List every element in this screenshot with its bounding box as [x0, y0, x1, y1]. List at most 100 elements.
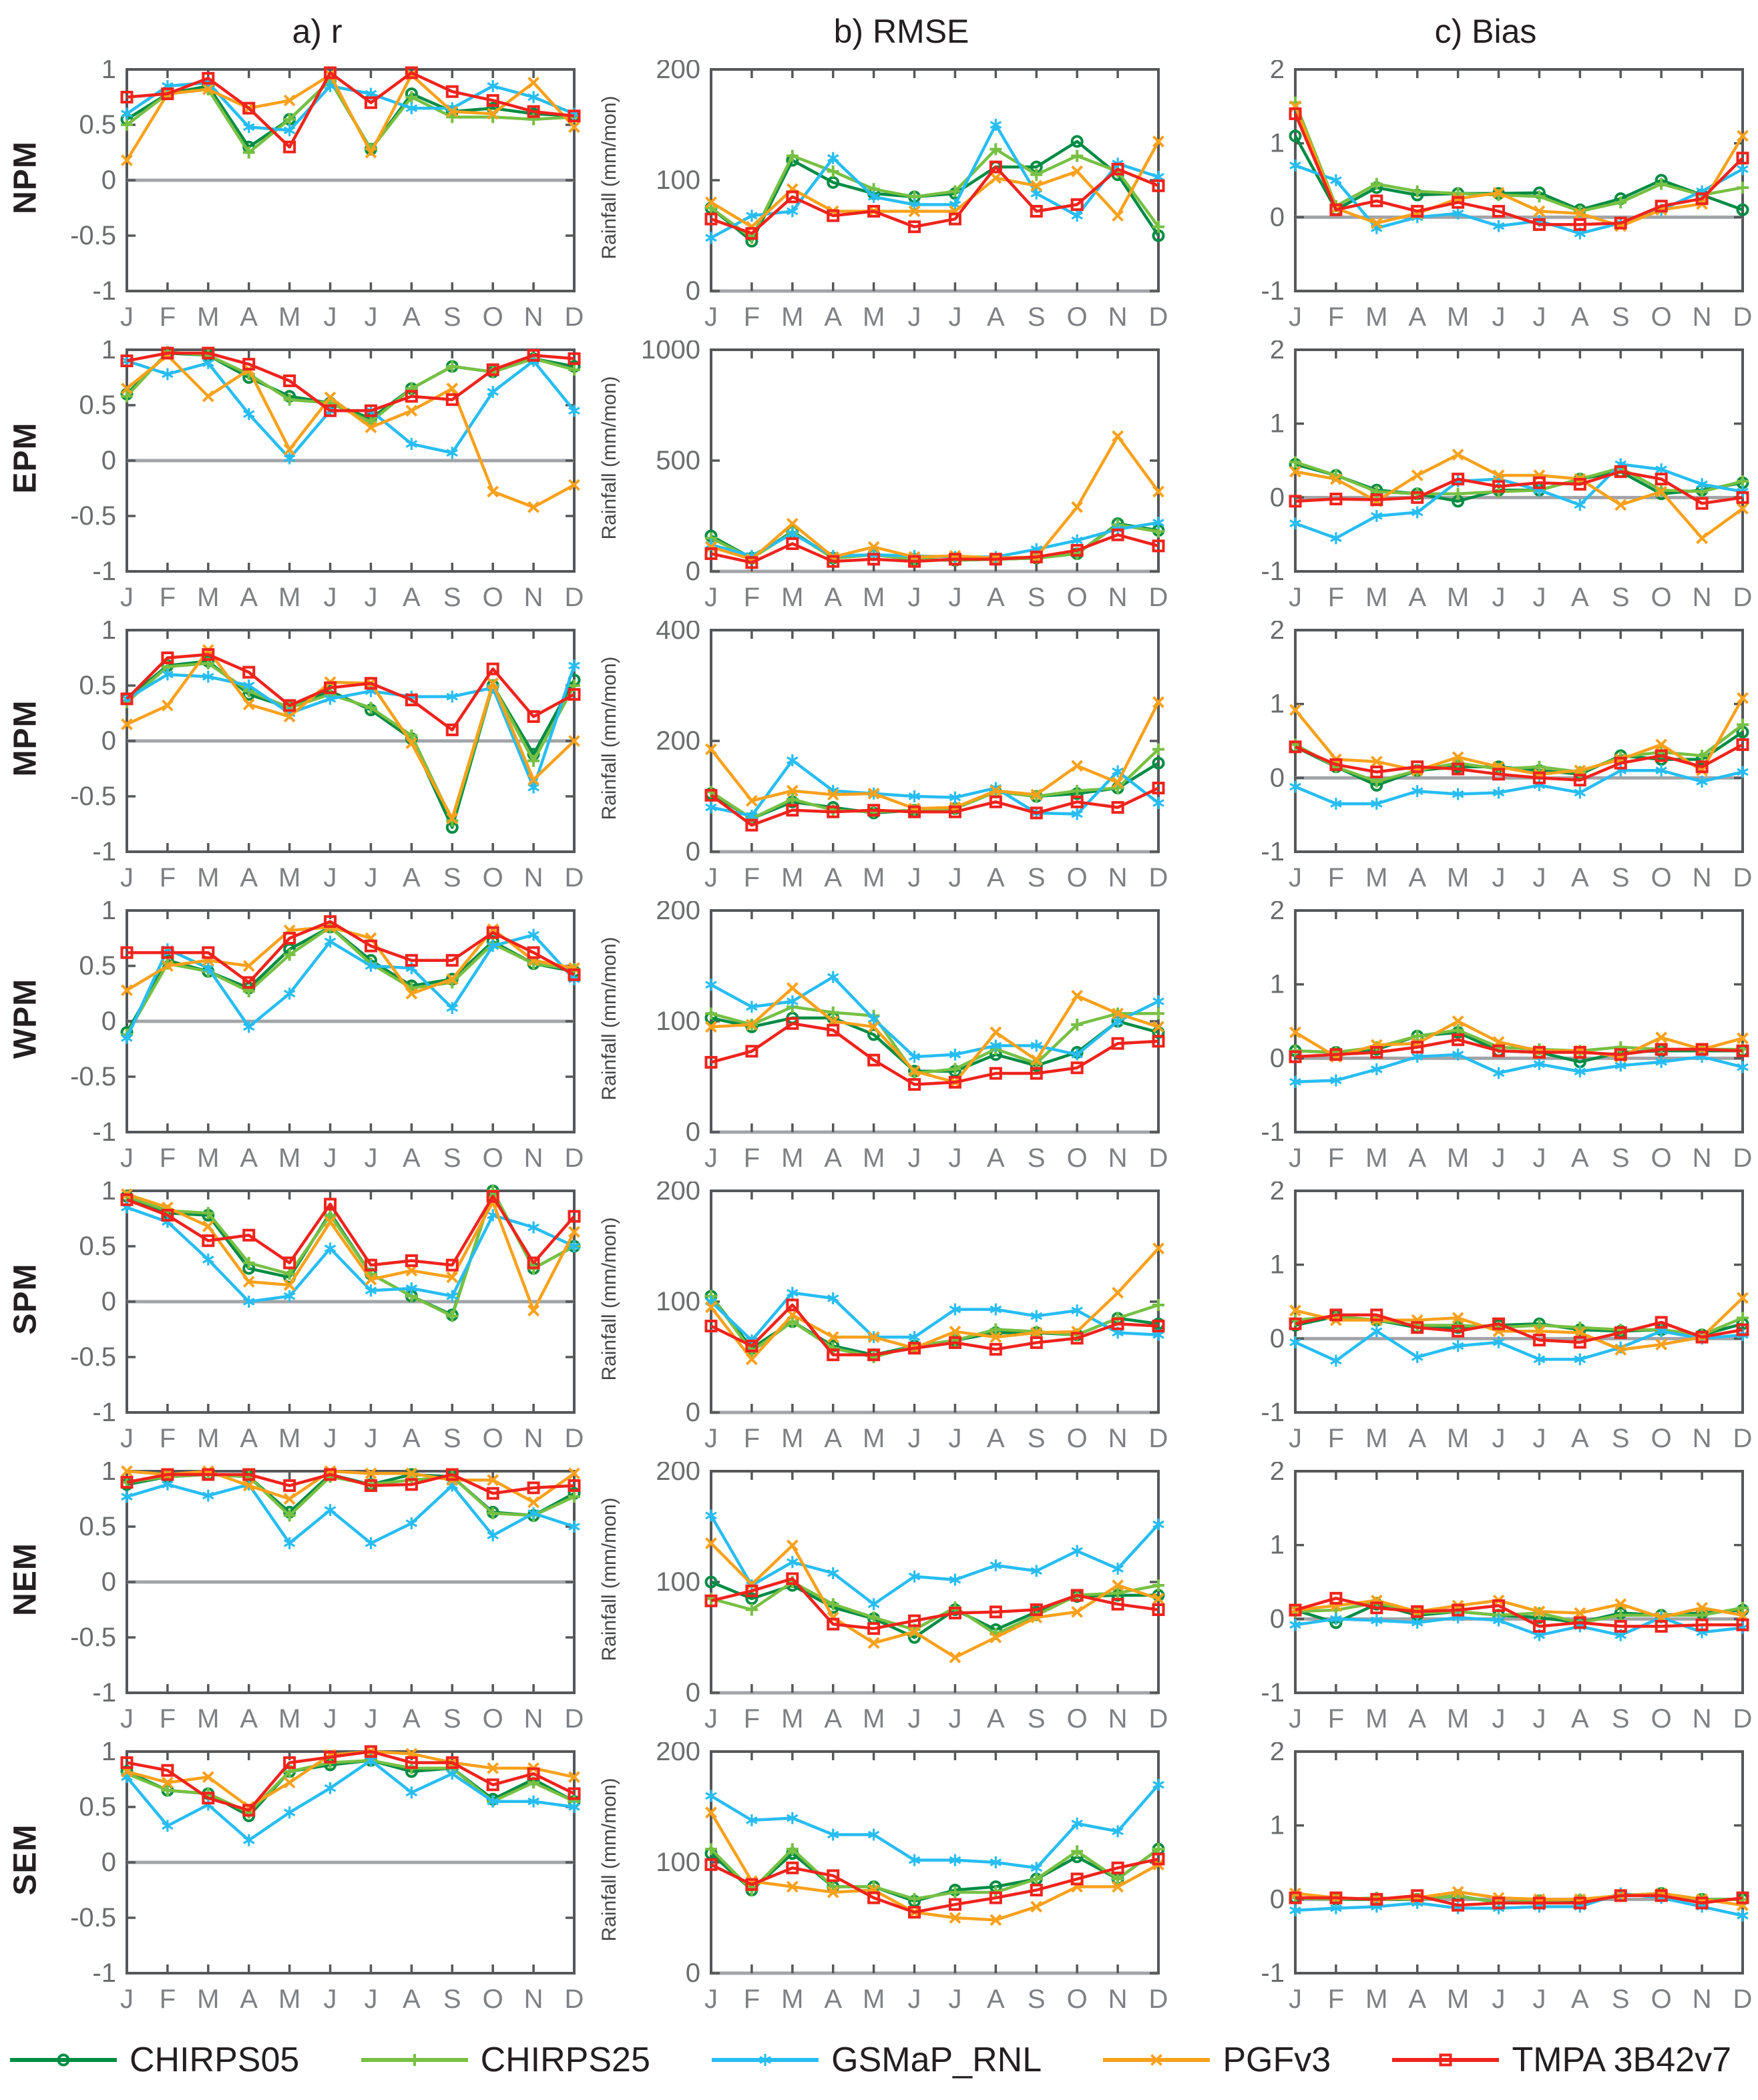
x-tick-label: M — [278, 863, 300, 892]
x-tick-label: A — [1408, 1424, 1426, 1453]
x-tick-label: O — [1651, 583, 1672, 612]
row-label-cell: NEM — [0, 1462, 50, 1742]
x-tick-label: J — [704, 583, 718, 612]
x-tick-label: F — [744, 1424, 760, 1453]
spacer — [1168, 7, 1219, 60]
chart-cell-rmse: J F M A M J J A S O N D 200 100 0 — [634, 60, 1168, 340]
rainfall-axis-label: Rainfall (mm/mon) — [598, 376, 620, 540]
x-tick-label: S — [1028, 1985, 1046, 2014]
legend-item-chirps05: CHIRPS05 — [7, 2040, 299, 2080]
y-tick-label: -0.5 — [70, 221, 116, 250]
x-tick-label: J — [704, 1985, 718, 2014]
x-tick-label: A — [987, 1424, 1005, 1453]
row-label: SEM — [7, 1824, 43, 1896]
x-tick-label: D — [565, 302, 584, 332]
x-tick-label: N — [524, 302, 543, 332]
x-tick-label: J — [324, 1424, 337, 1453]
spacer-cell — [1168, 621, 1219, 901]
x-tick-label: A — [1408, 1985, 1426, 2014]
x-tick-label: O — [1651, 1985, 1672, 2014]
legend-label: CHIRPS25 — [480, 2041, 650, 2079]
plot-frame — [1294, 348, 1744, 573]
x-tick-label: J — [704, 1424, 718, 1453]
y-tick-label: -1 — [1261, 1958, 1285, 1988]
x-tick-label: J — [1289, 1424, 1302, 1453]
row-label-cell: WPM — [0, 901, 50, 1182]
x-tick-label: J — [120, 302, 134, 332]
x-tick-label: J — [324, 1143, 337, 1173]
chart-cell-rmse: J F M A M J J A S O N D 200 100 0 — [634, 1462, 1168, 1742]
series-line-GSMaP_RNL — [710, 1784, 1160, 1870]
series-line-TMPA 3B42v7 — [1295, 1038, 1743, 1059]
x-tick-label: J — [1492, 1424, 1506, 1453]
x-tick-label: M — [781, 1424, 803, 1453]
chart-epm-r: J F M A M J J A S O N D10.50-0.5-1 — [70, 340, 584, 612]
x-tick-label: J — [704, 863, 718, 892]
x-tick-label: A — [987, 863, 1005, 892]
series-line-CHIRPS25 — [126, 925, 575, 1036]
x-tick-label: J — [704, 1704, 718, 1734]
row-label: WPM — [7, 979, 43, 1059]
x-tick-label: M — [1447, 1424, 1469, 1453]
series-line-TMPA 3B42v7 — [126, 1195, 576, 1267]
y-tick-label: 0 — [1270, 1324, 1285, 1353]
chart-npm-r: J F M A M J J A S O N D10.50-0.5-1 — [70, 60, 584, 332]
x-tick-label: S — [1612, 302, 1630, 332]
x-tick-label: D — [1149, 1985, 1168, 2014]
x-tick-label: D — [1149, 1704, 1168, 1734]
series-line-GSMaP_RNL — [125, 933, 576, 1039]
x-tick-label: S — [1028, 863, 1046, 892]
y-tick-label: -0.5 — [70, 782, 116, 811]
x-tick-label: J — [1289, 863, 1302, 892]
y-tick-label: 1 — [1270, 1811, 1285, 1840]
y-tick-label: 1 — [101, 901, 116, 925]
y-tick-label: 1 — [1270, 1531, 1285, 1560]
plot-frame — [710, 629, 1160, 853]
rainfall-axis-label: Rainfall (mm/mon) — [598, 937, 620, 1101]
rainfall-axis-label: Rainfall (mm/mon) — [598, 1497, 620, 1661]
series-line-GSMaP_RNL — [1295, 769, 1743, 806]
series-line-TMPA 3B42v7 — [1295, 1597, 1743, 1628]
x-tick-label: J — [364, 583, 377, 612]
series-line-GSMaP_RNL — [710, 758, 1160, 818]
x-tick-label: O — [1067, 1704, 1088, 1734]
x-tick-label: M — [863, 302, 885, 332]
chart-cell-bias: J F M A M J J A S O N D 2 1 0 -1 — [1219, 60, 1753, 340]
chart-cell-r: J F M A M J J A S O N D 1 0.5 0 -0.5 -1 — [50, 1742, 584, 2023]
x-tick-label: S — [1028, 583, 1046, 612]
x-tick-label: A — [987, 1985, 1005, 2014]
y-tick-label: 400 — [656, 621, 700, 645]
row-label-cell: SEM — [0, 1742, 50, 2023]
x-tick-label: S — [1612, 583, 1630, 612]
spacer-cell — [1168, 1182, 1219, 1462]
x-tick-label: N — [1108, 1985, 1128, 2014]
x-tick-label: J — [948, 583, 961, 612]
x-tick-label: D — [565, 1704, 584, 1734]
x-tick-label: F — [1328, 1143, 1344, 1173]
x-tick-label: A — [1571, 1985, 1589, 2014]
x-tick-label: J — [1532, 1424, 1546, 1453]
x-tick-label: S — [1612, 1704, 1630, 1734]
x-tick-label: M — [781, 863, 803, 892]
figure-row-sem: SEM J F M A M J J A S O N D 1 0.5 0 -0.5 -1 Rainfall (mm… — [0, 1742, 1758, 2023]
series-line-TMPA 3B42v7 — [1295, 743, 1744, 782]
x-tick-label: J — [364, 1704, 377, 1734]
x-tick-label: A — [240, 583, 258, 612]
x-tick-label: D — [1149, 1424, 1168, 1453]
y-tick-label: 0 — [101, 1567, 116, 1597]
row-label: SPM — [7, 1263, 43, 1335]
x-tick-label: J — [324, 583, 337, 612]
x-tick-label: O — [483, 1704, 503, 1734]
column-title-r: a) r — [292, 13, 343, 50]
x-tick-label: A — [824, 863, 842, 892]
x-tick-label: O — [1067, 863, 1088, 892]
plot-frame — [1294, 1470, 1744, 1694]
y-tick-label: 2 — [1270, 340, 1285, 364]
series-line-GSMaP_RNL — [710, 1515, 1160, 1606]
x-tick-label: N — [1108, 863, 1128, 892]
y-tick-label: 0 — [1270, 763, 1285, 792]
y-tick-label: -0.5 — [70, 1342, 116, 1372]
legend-label: TMPA 3B42v7 — [1512, 2041, 1731, 2079]
y-tick-label: 0 — [686, 557, 700, 586]
